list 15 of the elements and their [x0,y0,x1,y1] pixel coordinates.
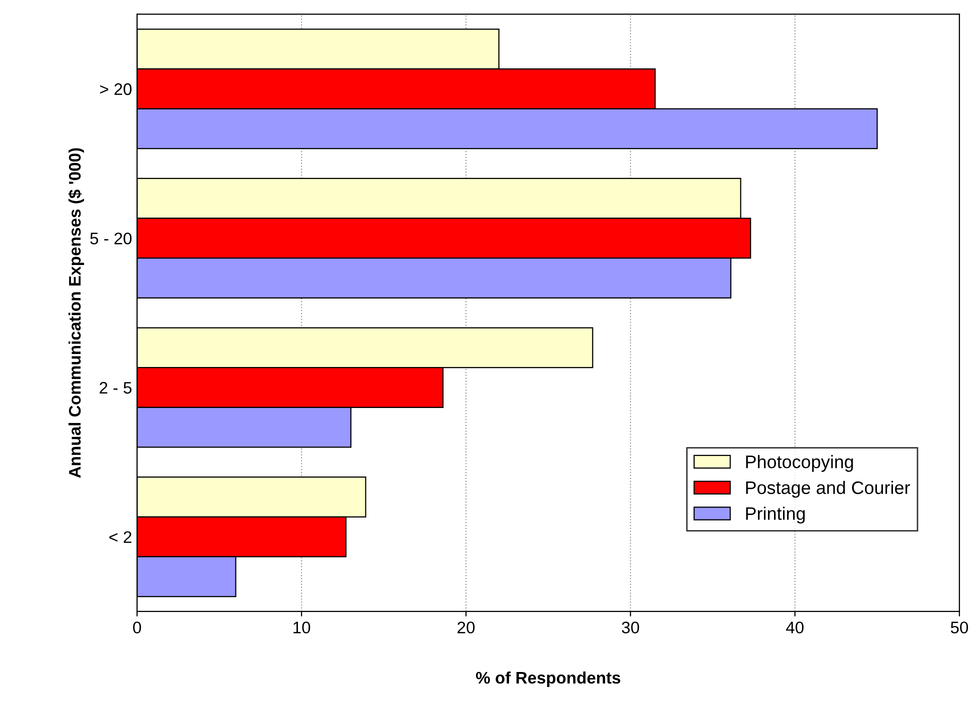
x-tick-label: 20 [458,622,475,634]
x-tick-label: 50 [950,622,968,634]
x-tick-label: 40 [786,622,804,634]
legend-label: Postage and Courier [746,480,910,498]
y-tick-label: > 20 [100,83,132,96]
x-axis-title: % of Respondents [476,671,620,687]
x-tick-label: 30 [622,622,640,634]
y-axis-title: Annual Communication Expenses ($ '000) [68,148,84,478]
y-tick-label: 2 - 5 [100,382,132,394]
y-tick-label: < 2 [109,531,132,543]
x-tick-label: 0 [133,622,142,634]
y-tick-label: 5 - 20 [90,232,132,244]
legend-label: Printing [746,506,805,524]
legend-label: Photocopying [746,454,853,472]
x-tick-label: 10 [294,622,310,634]
